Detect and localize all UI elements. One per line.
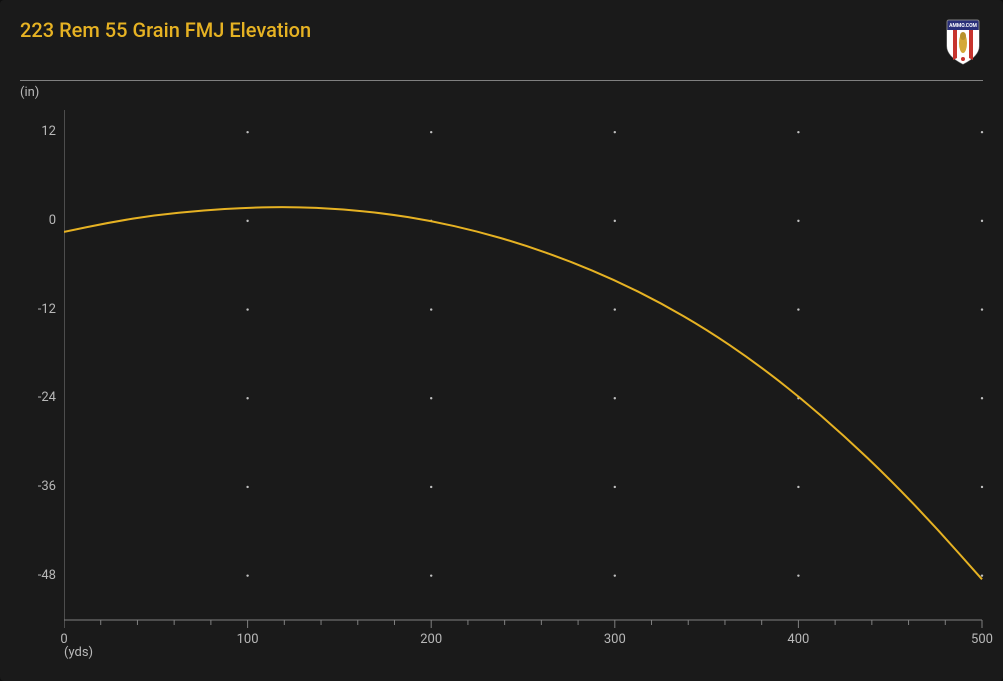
chart-svg <box>64 110 984 650</box>
x-tick-label: 0 <box>44 632 84 647</box>
x-tick-label: 300 <box>595 632 635 647</box>
y-tick-label: 0 <box>16 213 56 228</box>
y-axis-title: (in) <box>20 85 39 100</box>
x-tick-label: 400 <box>778 632 818 647</box>
x-tick-label: 500 <box>962 632 1002 647</box>
chart-header: 223 Rem 55 Grain FMJ Elevation AMMO.COM <box>0 0 1003 66</box>
y-tick-label: -48 <box>16 568 56 583</box>
y-tick-label: -24 <box>16 390 56 405</box>
svg-text:AMMO.COM: AMMO.COM <box>949 23 977 29</box>
x-tick-label: 100 <box>228 632 268 647</box>
y-tick-label: 12 <box>16 124 56 139</box>
x-tick-label: 200 <box>411 632 451 647</box>
header-divider <box>20 80 983 81</box>
chart-panel: 223 Rem 55 Grain FMJ Elevation AMMO.COM … <box>0 0 1003 681</box>
y-tick-label: -36 <box>16 479 56 494</box>
y-tick-label: -12 <box>16 302 56 317</box>
chart-title: 223 Rem 55 Grain FMJ Elevation <box>20 18 311 42</box>
plot-area <box>64 110 982 620</box>
ammo-logo: AMMO.COM <box>943 18 983 66</box>
